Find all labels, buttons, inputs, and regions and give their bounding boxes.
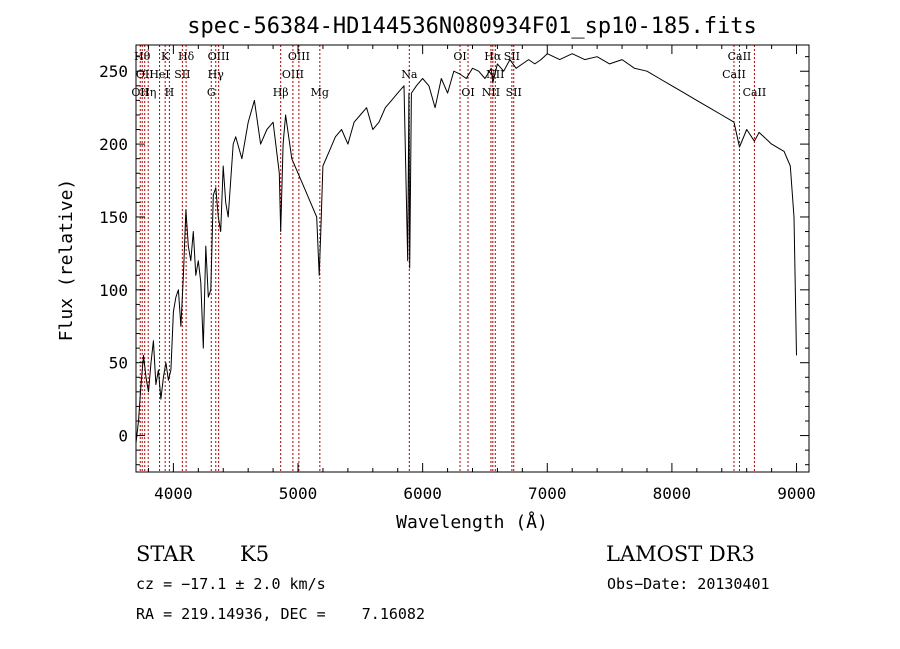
chart-title: spec-56384-HD144536N080934F01_sp10-185.f… xyxy=(187,14,757,39)
spectral-line-label: Hγ xyxy=(208,68,225,81)
x-axis-label: Wavelength (Å) xyxy=(396,511,548,533)
spectral-line-label: OI xyxy=(453,50,466,63)
spectral-line-label: Mg xyxy=(311,86,329,99)
spectral-line-label: CaII xyxy=(743,86,767,99)
y-tick-label: 150 xyxy=(99,208,128,227)
spectral-line-label: Na xyxy=(401,68,418,81)
x-axis-ticks: 4000 5000 6000 7000 8000 9000 xyxy=(147,45,816,503)
object-subclass: K5 xyxy=(240,542,269,566)
x-tick-label: 4000 xyxy=(154,484,193,503)
x-tick-label: 9000 xyxy=(777,484,816,503)
spectral-line-label: Hη xyxy=(140,86,156,99)
y-tick-label: 100 xyxy=(99,281,128,300)
x-tick-label: 6000 xyxy=(403,484,442,503)
spectral-line-label: Hα xyxy=(484,50,502,63)
x-tick-label: 7000 xyxy=(528,484,567,503)
spectral-line-label: Hθ xyxy=(134,50,151,63)
spectral-line-label: OIII xyxy=(288,50,310,63)
spectral-line-label: SII xyxy=(504,50,520,63)
y-tick-label: 50 xyxy=(109,354,128,373)
spectral-line-label: OIII xyxy=(208,50,230,63)
plot-frame xyxy=(135,44,810,473)
spectral-line-label: OIII xyxy=(282,68,304,81)
spectral-line-label: H xyxy=(165,86,175,99)
object-class: STAR xyxy=(136,542,195,566)
y-axis-label: Flux (relative) xyxy=(56,179,77,342)
spectral-line-label: CaII xyxy=(728,50,752,63)
spectral-line-label: G xyxy=(207,86,216,99)
survey-name: LAMOST DR3 xyxy=(606,542,755,566)
redshift-velocity: cz = −17.1 ± 2.0 km/s xyxy=(136,575,326,593)
ra-dec: RA = 219.14936, DEC = 7.16082 xyxy=(136,605,425,623)
spectral-line-label: OI xyxy=(461,86,474,99)
spectral-lines xyxy=(139,45,755,472)
y-tick-label: 250 xyxy=(99,62,128,81)
spectral-line-label: K xyxy=(161,50,170,63)
y-tick-label: 0 xyxy=(118,427,128,446)
spectral-line-label: SII xyxy=(506,86,522,99)
observation-date: Obs−Date: 20130401 xyxy=(607,575,770,593)
series-layer xyxy=(135,53,797,443)
spectral-line-labels: OIIHθOIIHηHeIKHSIIHδGHγOIIIHβOIIIOIIIMgN… xyxy=(131,50,766,99)
spectral-line-label: HeI xyxy=(149,68,169,81)
x-tick-label: 5000 xyxy=(279,484,318,503)
spectral-line-label: CaII xyxy=(722,68,746,81)
spectral-line-label: Hβ xyxy=(273,86,289,99)
x-tick-label: 8000 xyxy=(653,484,692,503)
y-axis-ticks: 0 50 100 150 200 250 xyxy=(99,56,809,466)
spectral-line-label: SII xyxy=(174,68,190,81)
spectral-line-label: Hδ xyxy=(178,50,195,63)
spectral-line-label: NII xyxy=(482,86,500,99)
y-tick-label: 200 xyxy=(99,135,128,154)
spectrum-line xyxy=(135,53,797,443)
